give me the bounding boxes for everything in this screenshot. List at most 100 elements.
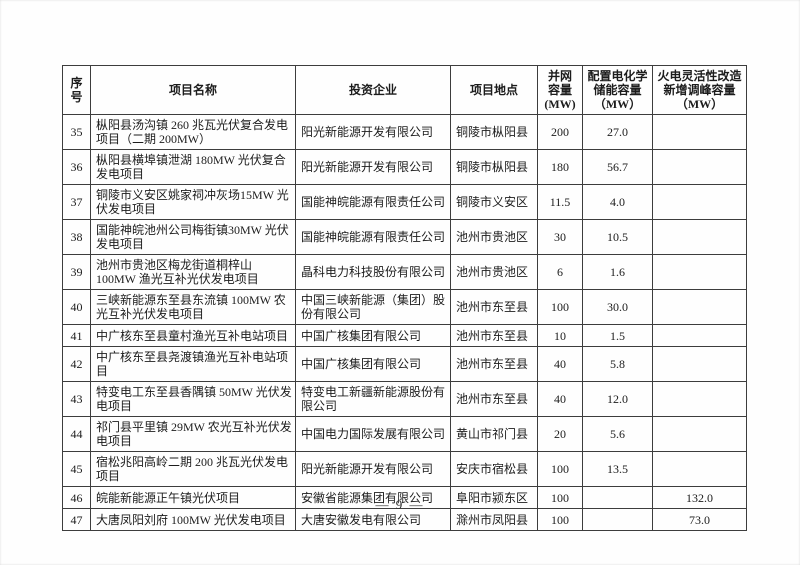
cell-project-name: 池州市贵池区梅龙街道桐梓山 100MW 渔光互补光伏发电项目 (90, 254, 296, 290)
table-row: 38 国能神皖池州公司梅街镇30MW 光伏发电项目 国能神皖能源有限责任公司 池… (62, 219, 747, 255)
cell-project-name: 祁门县平里镇 29MW 农光互补光伏发电项目 (90, 416, 296, 452)
table-row: 47 大唐凤阳刘府 100MW 光伏发电项目 大唐安徽发电有限公司 滁州市凤阳县… (62, 508, 747, 531)
table-row: 44 祁门县平里镇 29MW 农光互补光伏发电项目 中国电力国际发展有限公司 黄… (62, 416, 747, 452)
table-row: 37 铜陵市义安区姚家祠冲灰场15MW 光伏发电项目 国能神皖能源有限责任公司 … (62, 184, 747, 220)
table-header-row: 序号 项目名称 投资企业 项目地点 并网 容量 (MW) 配置电化学 储能容量 … (62, 65, 747, 115)
cell-location: 池州市东至县 (450, 324, 538, 347)
cell-investor: 中国电力国际发展有限公司 (295, 416, 451, 452)
header-grid-capacity: 并网 容量 (MW) (537, 65, 583, 115)
cell-storage-capacity: 4.0 (582, 184, 653, 220)
cell-investor: 阳光新能源开发有限公司 (295, 149, 451, 185)
cell-grid-capacity: 30 (537, 219, 583, 255)
table-row: 40 三峡新能源东至县东流镇 100MW 农光互补光伏发电项目 中国三峡新能源（… (62, 289, 747, 325)
cell-grid-capacity: 100 (537, 289, 583, 325)
cell-grid-capacity: 200 (537, 114, 583, 150)
cell-location: 铜陵市枞阳县 (450, 114, 538, 150)
cell-peak-capacity (652, 346, 747, 382)
cell-investor: 大唐安徽发电有限公司 (295, 508, 451, 531)
cell-location: 池州市东至县 (450, 289, 538, 325)
cell-seq-number: 41 (62, 324, 91, 347)
cell-storage-capacity: 27.0 (582, 114, 653, 150)
cell-seq-number: 45 (62, 451, 91, 487)
cell-storage-capacity: 1.6 (582, 254, 653, 290)
header-seq-number: 序号 (62, 65, 91, 115)
cell-project-name: 大唐凤阳刘府 100MW 光伏发电项目 (90, 508, 296, 531)
cell-investor: 中国三峡新能源（集团）股份有限公司 (295, 289, 451, 325)
page-number: — 9 — (375, 497, 425, 512)
cell-storage-capacity: 12.0 (582, 381, 653, 417)
cell-investor: 晶科电力科技股份有限公司 (295, 254, 451, 290)
cell-grid-capacity: 100 (537, 486, 583, 509)
cell-location: 黄山市祁门县 (450, 416, 538, 452)
cell-location: 池州市东至县 (450, 346, 538, 382)
header-investor: 投资企业 (295, 65, 451, 115)
cell-location: 池州市贵池区 (450, 219, 538, 255)
table-row: 36 枞阳县横埠镇泄湖 180MW 光伏复合发电项目 阳光新能源开发有限公司 铜… (62, 149, 747, 185)
cell-peak-capacity (652, 219, 747, 255)
cell-location: 铜陵市枞阳县 (450, 149, 538, 185)
cell-storage-capacity: 5.8 (582, 346, 653, 382)
cell-seq-number: 47 (62, 508, 91, 531)
cell-storage-capacity: 56.7 (582, 149, 653, 185)
cell-investor: 特变电工新疆新能源股份有限公司 (295, 381, 451, 417)
cell-project-name: 中广核东至县童村渔光互补电站项目 (90, 324, 296, 347)
cell-seq-number: 37 (62, 184, 91, 220)
cell-peak-capacity (652, 381, 747, 417)
cell-grid-capacity: 6 (537, 254, 583, 290)
header-peak-capacity: 火电灵活性改造 新增调峰容量 （MW） (652, 65, 747, 115)
cell-investor: 国能神皖能源有限责任公司 (295, 219, 451, 255)
cell-project-name: 枞阳县横埠镇泄湖 180MW 光伏复合发电项目 (90, 149, 296, 185)
cell-peak-capacity (652, 416, 747, 452)
cell-storage-capacity: 5.6 (582, 416, 653, 452)
cell-peak-capacity (652, 254, 747, 290)
cell-investor: 国能神皖能源有限责任公司 (295, 184, 451, 220)
cell-project-name: 枞阳县汤沟镇 260 兆瓦光伏复合发电项目（二期 200MW） (90, 114, 296, 150)
table-row: 43 特变电工东至县香隅镇 50MW 光伏发电项目 特变电工新疆新能源股份有限公… (62, 381, 747, 417)
table-body: 35 枞阳县汤沟镇 260 兆瓦光伏复合发电项目（二期 200MW） 阳光新能源… (62, 114, 747, 531)
cell-peak-capacity (652, 324, 747, 347)
cell-investor: 中国广核集团有限公司 (295, 346, 451, 382)
cell-grid-capacity: 40 (537, 381, 583, 417)
cell-seq-number: 36 (62, 149, 91, 185)
cell-seq-number: 44 (62, 416, 91, 452)
cell-location: 池州市东至县 (450, 381, 538, 417)
header-storage-capacity: 配置电化学 储能容量 （MW） (582, 65, 653, 115)
cell-seq-number: 40 (62, 289, 91, 325)
table-row: 45 宿松兆阳高岭二期 200 兆瓦光伏发电项目 阳光新能源开发有限公司 安庆市… (62, 451, 747, 487)
cell-seq-number: 43 (62, 381, 91, 417)
cell-seq-number: 39 (62, 254, 91, 290)
table-row: 42 中广核东至县尧渡镇渔光互补电站项目 中国广核集团有限公司 池州市东至县 4… (62, 346, 747, 382)
header-location: 项目地点 (450, 65, 538, 115)
cell-grid-capacity: 40 (537, 346, 583, 382)
cell-project-name: 中广核东至县尧渡镇渔光互补电站项目 (90, 346, 296, 382)
cell-seq-number: 42 (62, 346, 91, 382)
cell-storage-capacity: 30.0 (582, 289, 653, 325)
cell-grid-capacity: 11.5 (537, 184, 583, 220)
cell-project-name: 特变电工东至县香隅镇 50MW 光伏发电项目 (90, 381, 296, 417)
cell-peak-capacity: 73.0 (652, 508, 747, 531)
header-project-name: 项目名称 (90, 65, 296, 115)
cell-peak-capacity (652, 451, 747, 487)
cell-seq-number: 35 (62, 114, 91, 150)
cell-grid-capacity: 100 (537, 508, 583, 531)
cell-storage-capacity: 13.5 (582, 451, 653, 487)
cell-location: 池州市贵池区 (450, 254, 538, 290)
table-row: 35 枞阳县汤沟镇 260 兆瓦光伏复合发电项目（二期 200MW） 阳光新能源… (62, 114, 747, 150)
cell-grid-capacity: 180 (537, 149, 583, 185)
cell-investor: 中国广核集团有限公司 (295, 324, 451, 347)
cell-peak-capacity (652, 149, 747, 185)
cell-project-name: 国能神皖池州公司梅街镇30MW 光伏发电项目 (90, 219, 296, 255)
table-row: 46 皖能新能源正午镇光伏项目 安徽省能源集团有限公司 阜阳市颍东区 100 1… (62, 486, 747, 509)
table-row: 39 池州市贵池区梅龙街道桐梓山 100MW 渔光互补光伏发电项目 晶科电力科技… (62, 254, 747, 290)
cell-investor: 阳光新能源开发有限公司 (295, 451, 451, 487)
cell-storage-capacity: 10.5 (582, 219, 653, 255)
cell-project-name: 宿松兆阳高岭二期 200 兆瓦光伏发电项目 (90, 451, 296, 487)
table-row: 41 中广核东至县童村渔光互补电站项目 中国广核集团有限公司 池州市东至县 10… (62, 324, 747, 347)
cell-peak-capacity (652, 184, 747, 220)
cell-peak-capacity (652, 114, 747, 150)
cell-storage-capacity: 1.5 (582, 324, 653, 347)
cell-grid-capacity: 20 (537, 416, 583, 452)
cell-location: 滁州市凤阳县 (450, 508, 538, 531)
cell-project-name: 三峡新能源东至县东流镇 100MW 农光互补光伏发电项目 (90, 289, 296, 325)
